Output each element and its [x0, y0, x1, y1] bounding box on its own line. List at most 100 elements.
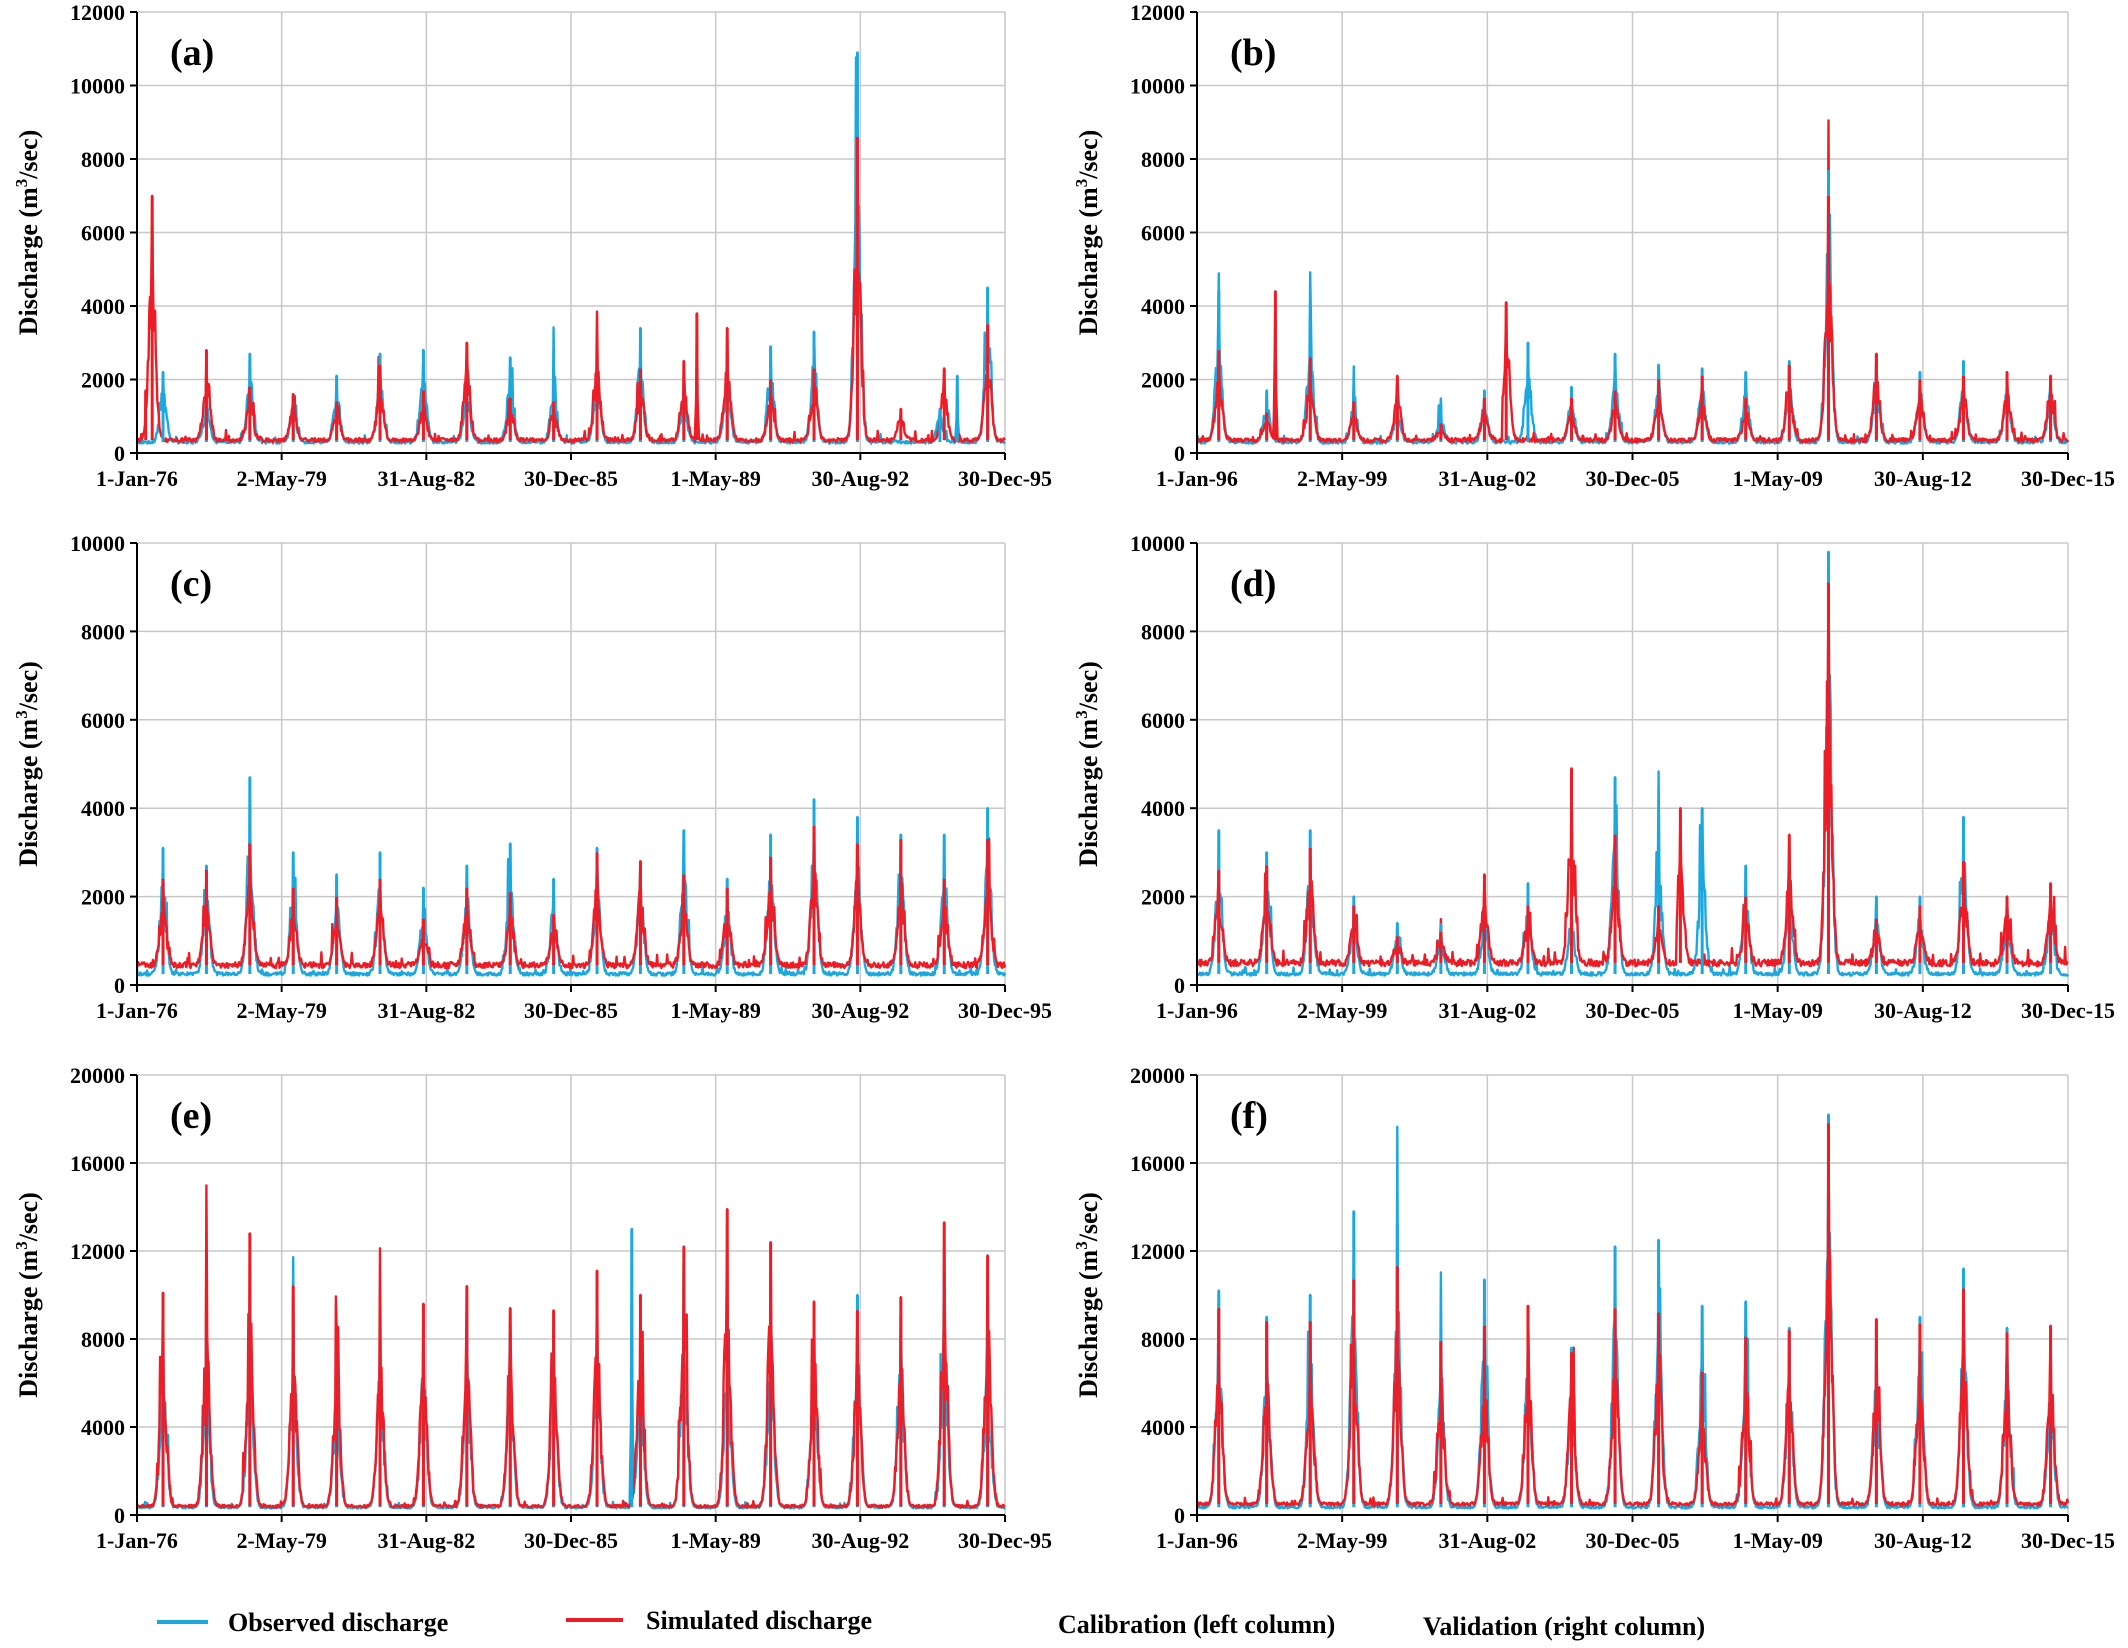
- x-tick-label: 30-Aug-92: [811, 998, 909, 1023]
- x-tick-label: 31-Aug-02: [1438, 466, 1536, 491]
- y-tick-label: 2000: [81, 368, 125, 393]
- series-observed-line: [1195, 550, 2070, 977]
- series-simulated-line: [1195, 119, 2070, 444]
- x-tick-label: 1-May-09: [1732, 998, 1822, 1023]
- y-tick-label: 8000: [81, 1327, 125, 1352]
- y-tick-label: 0: [114, 441, 125, 466]
- panel-label: (d): [1230, 563, 1276, 605]
- x-tick-label: 1-May-89: [670, 1528, 760, 1553]
- legend-validation-note: Validation (right column): [1423, 1612, 1705, 1641]
- y-tick-label: 12000: [1130, 0, 1185, 25]
- x-tick-label: 1-May-89: [670, 998, 760, 1023]
- y-tick-label: 8000: [1141, 147, 1185, 172]
- y-tick-label: 8000: [81, 619, 125, 644]
- series-simulated-line: [135, 1184, 1006, 1509]
- panel-a: 0 2000 4000 6000 8000 10000 12000 1-Jan-76 2-May…: [12, 0, 1052, 491]
- y-tick-label: 4000: [1141, 294, 1185, 319]
- y-tick-label: 0: [114, 1503, 125, 1528]
- y-tick-label: 4000: [1141, 796, 1185, 821]
- legend-calibration-note: Calibration (left column): [1058, 1610, 1335, 1639]
- panel-d: 0 2000 4000 6000 8000 10000 1-Jan-96 2-May-99 31…: [1072, 531, 2115, 1023]
- y-tick-label: 0: [1174, 1503, 1185, 1528]
- y-axis-label: Discharge (m3/sec): [1072, 130, 1103, 336]
- x-tick-label: 1-Jan-96: [1156, 998, 1238, 1023]
- y-tick-label: 0: [1174, 973, 1185, 998]
- x-tick-label: 30-Dec-95: [958, 466, 1052, 491]
- x-tick-label: 2-May-99: [1297, 998, 1387, 1023]
- y-tick-label: 0: [1174, 441, 1185, 466]
- x-tick-label: 31-Aug-82: [377, 998, 475, 1023]
- y-tick-label: 2000: [1141, 368, 1185, 393]
- panel-c: 0 2000 4000 6000 8000 10000 1-Jan-76 2-May-79 31…: [12, 531, 1052, 1023]
- x-tick-label: 31-Aug-02: [1438, 1528, 1536, 1553]
- x-tick-label: 1-Jan-76: [96, 1528, 178, 1553]
- x-tick-label: 30-Dec-05: [1585, 1528, 1679, 1553]
- y-tick-label: 4000: [1141, 1415, 1185, 1440]
- y-tick-label: 10000: [1130, 74, 1185, 99]
- x-tick-label: 1-Jan-96: [1156, 1528, 1238, 1553]
- y-tick-label: 12000: [70, 0, 125, 25]
- x-tick-label: 31-Aug-82: [377, 1528, 475, 1553]
- y-tick-label: 12000: [70, 1239, 125, 1264]
- y-tick-label: 10000: [1130, 531, 1185, 556]
- y-tick-label: 2000: [1141, 885, 1185, 910]
- y-tick-label: 16000: [70, 1151, 125, 1176]
- y-tick-label: 8000: [1141, 1327, 1185, 1352]
- x-tick-label: 1-May-09: [1732, 1528, 1822, 1553]
- x-tick-label: 31-Aug-02: [1438, 998, 1536, 1023]
- panel-label: (c): [170, 563, 212, 605]
- series-simulated-line: [1195, 1122, 2070, 1507]
- x-tick-label: 2-May-99: [1297, 1528, 1387, 1553]
- x-tick-label: 30-Dec-15: [2021, 1528, 2115, 1553]
- y-axis-label: Discharge (m3/sec): [1072, 1192, 1103, 1398]
- y-tick-label: 6000: [1141, 708, 1185, 733]
- x-tick-label: 30-Dec-05: [1585, 466, 1679, 491]
- x-tick-label: 1-Jan-96: [1156, 466, 1238, 491]
- y-tick-label: 12000: [1130, 1239, 1185, 1264]
- y-tick-label: 8000: [81, 147, 125, 172]
- y-tick-label: 6000: [81, 221, 125, 246]
- x-tick-label: 30-Dec-95: [958, 1528, 1052, 1553]
- y-axis-label: Discharge (m3/sec): [1072, 661, 1103, 867]
- x-tick-label: 30-Dec-15: [2021, 466, 2115, 491]
- panel-f: 0 4000 8000 12000 16000 20000 1-Jan-96 2-May-99…: [1072, 1063, 2115, 1553]
- x-tick-label: 30-Aug-12: [1874, 1528, 1972, 1553]
- x-tick-label: 1-Jan-76: [96, 998, 178, 1023]
- x-tick-label: 1-May-89: [670, 466, 760, 491]
- x-tick-label: 30-Dec-85: [524, 998, 618, 1023]
- panel-label: (a): [170, 32, 214, 74]
- panel-label: (e): [170, 1095, 212, 1137]
- x-tick-label: 2-May-79: [236, 998, 326, 1023]
- x-tick-label: 30-Aug-92: [811, 466, 909, 491]
- y-tick-label: 2000: [81, 885, 125, 910]
- legend: Observed discharge Simulated discharge Cal…: [157, 1606, 1705, 1641]
- panel-b: 0 2000 4000 6000 8000 10000 12000 1-Jan-96 2-May…: [1072, 0, 2115, 491]
- y-axis-label: Discharge (m3/sec): [12, 1192, 43, 1398]
- x-tick-label: 2-May-79: [236, 1528, 326, 1553]
- x-tick-label: 30-Dec-05: [1585, 998, 1679, 1023]
- x-tick-label: 30-Aug-92: [811, 1528, 909, 1553]
- x-tick-label: 31-Aug-82: [377, 466, 475, 491]
- x-tick-label: 2-May-99: [1297, 466, 1387, 491]
- y-tick-label: 4000: [81, 796, 125, 821]
- y-tick-label: 6000: [81, 708, 125, 733]
- x-tick-label: 30-Dec-95: [958, 998, 1052, 1023]
- legend-observed-label: Observed discharge: [228, 1608, 448, 1637]
- x-tick-label: 30-Aug-12: [1874, 466, 1972, 491]
- y-tick-label: 10000: [70, 531, 125, 556]
- panel-label: (b): [1230, 32, 1276, 74]
- x-tick-label: 30-Dec-85: [524, 1528, 618, 1553]
- y-tick-label: 20000: [1130, 1063, 1185, 1088]
- x-tick-label: 30-Dec-85: [524, 466, 618, 491]
- x-tick-label: 30-Dec-15: [2021, 998, 2115, 1023]
- y-tick-label: 4000: [81, 294, 125, 319]
- x-tick-label: 2-May-79: [236, 466, 326, 491]
- y-axis-label: Discharge (m3/sec): [12, 661, 43, 867]
- panel-label: (f): [1230, 1095, 1268, 1137]
- y-tick-label: 10000: [70, 74, 125, 99]
- y-tick-label: 8000: [1141, 619, 1185, 644]
- series-simulated-line: [1195, 581, 2069, 968]
- y-axis-label: Discharge (m3/sec): [12, 130, 43, 336]
